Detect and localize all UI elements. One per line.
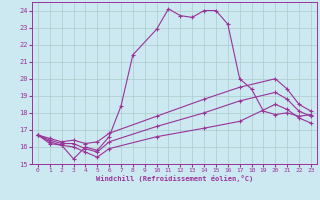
X-axis label: Windchill (Refroidissement éolien,°C): Windchill (Refroidissement éolien,°C) <box>96 175 253 182</box>
